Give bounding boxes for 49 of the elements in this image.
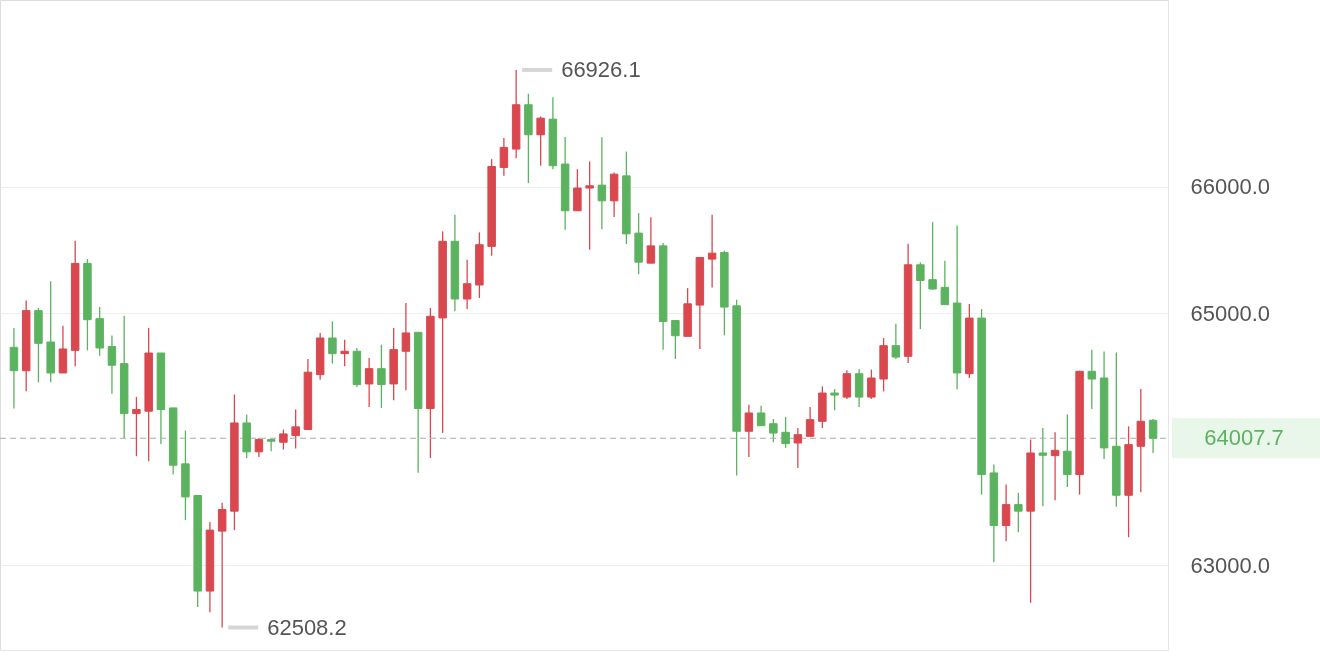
annotation: 62508.2 — [267, 614, 347, 640]
candlestick — [217, 502, 227, 629]
candlestick — [891, 323, 901, 360]
candlestick — [805, 406, 815, 437]
candlestick — [1050, 431, 1060, 501]
candlestick — [854, 368, 864, 408]
candlestick — [1014, 492, 1023, 533]
annotation: 66926.1 — [561, 56, 641, 82]
candlestick — [940, 260, 950, 306]
candlestick — [1001, 483, 1011, 542]
candlestick — [781, 416, 790, 449]
candlestick — [756, 405, 766, 427]
candlestick — [928, 221, 937, 291]
candlestick — [291, 408, 300, 450]
candlestick — [340, 338, 349, 367]
candlestick — [328, 320, 337, 365]
candlestick — [597, 136, 607, 230]
candlestick — [499, 137, 509, 177]
ref-line-label: 64007.7 — [1204, 425, 1284, 451]
candlestick — [671, 319, 680, 360]
candlestick — [1148, 418, 1158, 454]
candlestick — [744, 403, 754, 458]
candlestick — [793, 427, 803, 469]
candlestick — [573, 168, 582, 212]
candlestick — [916, 261, 925, 330]
candlestick — [58, 324, 68, 374]
candlestick — [536, 115, 545, 167]
candlestick — [830, 388, 839, 411]
candlestick — [1038, 427, 1048, 507]
candlestick — [254, 437, 264, 458]
candlestick — [132, 396, 141, 457]
candlestick — [646, 216, 656, 264]
candlestick — [401, 302, 411, 391]
candlestick — [279, 428, 288, 451]
candlestick — [364, 357, 374, 408]
candlestick — [107, 334, 117, 395]
candlestick — [377, 344, 386, 409]
candlestick — [585, 160, 594, 251]
candlestick — [1063, 413, 1072, 488]
candlestick — [9, 327, 19, 410]
y-tick-label: 63000.0 — [1190, 552, 1271, 578]
candlestick — [867, 369, 876, 400]
candlestick — [842, 369, 852, 400]
candlestick — [462, 259, 472, 310]
candlestick — [769, 418, 778, 443]
candlestick — [707, 214, 717, 289]
candlestick — [1087, 349, 1097, 410]
y-tick-label: 65000.0 — [1190, 300, 1271, 326]
y-tick-label: 66000.0 — [1190, 174, 1271, 200]
